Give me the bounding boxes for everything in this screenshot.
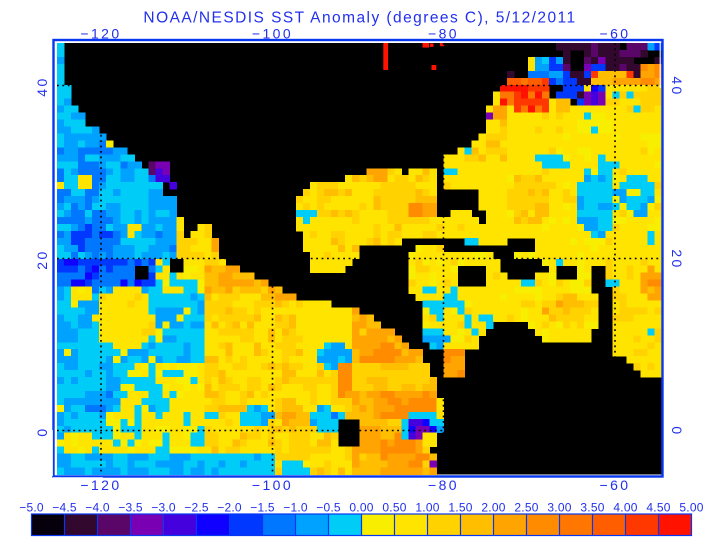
- svg-text:0.50: 0.50: [382, 501, 406, 515]
- svg-text:2.00: 2.00: [481, 501, 505, 515]
- svg-text:−100: −100: [252, 26, 293, 42]
- svg-text:−2.0: −2.0: [217, 501, 242, 515]
- svg-text:0: 0: [34, 426, 50, 436]
- svg-text:−3.5: −3.5: [118, 501, 143, 515]
- svg-text:5.00: 5.00: [679, 501, 703, 515]
- svg-text:−4.0: −4.0: [85, 501, 110, 515]
- svg-text:40: 40: [669, 76, 685, 96]
- svg-text:4.50: 4.50: [646, 501, 670, 515]
- svg-text:0.00: 0.00: [349, 501, 373, 515]
- svg-text:−2.5: −2.5: [184, 501, 209, 515]
- svg-text:0: 0: [669, 426, 685, 436]
- svg-text:−1.5: −1.5: [250, 501, 275, 515]
- svg-text:4.00: 4.00: [613, 501, 637, 515]
- svg-text:−120: −120: [80, 477, 121, 493]
- svg-text:−80: −80: [428, 26, 459, 42]
- svg-text:−0.5: −0.5: [316, 501, 341, 515]
- svg-text:1.00: 1.00: [415, 501, 439, 515]
- svg-text:20: 20: [34, 249, 50, 269]
- svg-text:−120: −120: [80, 26, 121, 42]
- svg-text:−80: −80: [428, 477, 459, 493]
- svg-text:20: 20: [669, 249, 685, 269]
- svg-text:3.50: 3.50: [580, 501, 604, 515]
- svg-text:1.50: 1.50: [448, 501, 472, 515]
- svg-text:−60: −60: [600, 26, 631, 42]
- svg-text:−4.5: −4.5: [52, 501, 77, 515]
- svg-text:−3.0: −3.0: [151, 501, 176, 515]
- svg-text:2.50: 2.50: [514, 501, 538, 515]
- svg-text:NOAA/NESDIS SST Anomaly (degre: NOAA/NESDIS SST Anomaly (degrees C), 5/1…: [143, 10, 576, 27]
- svg-text:−100: −100: [252, 477, 293, 493]
- svg-text:−60: −60: [600, 477, 631, 493]
- svg-text:−5.0: −5.0: [19, 501, 44, 515]
- svg-text:40: 40: [34, 76, 50, 96]
- svg-text:−1.0: −1.0: [283, 501, 308, 515]
- svg-text:3.00: 3.00: [547, 501, 571, 515]
